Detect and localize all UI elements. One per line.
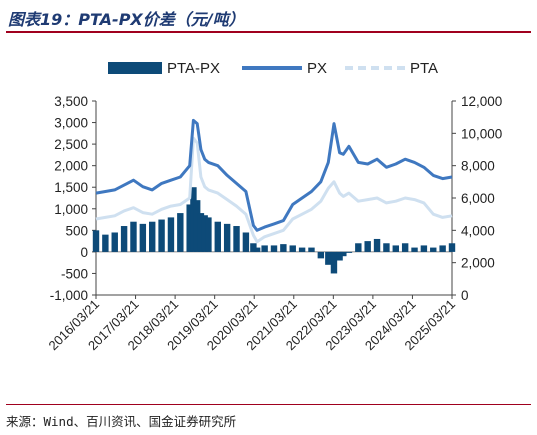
- legend-label-px: PX: [307, 59, 328, 77]
- left-tick-label: -1,000: [50, 288, 88, 303]
- left-tick-label: 1,000: [54, 202, 88, 217]
- bar-pta-px: [214, 221, 221, 252]
- bar-pta-px: [289, 245, 296, 252]
- right-tick-label: 12,000: [461, 94, 502, 109]
- bar-pta-px: [439, 245, 446, 252]
- bar-pta-px: [242, 232, 250, 252]
- bar-pta-px: [261, 245, 268, 252]
- bar-pta-px: [373, 238, 381, 252]
- bar-pta-px: [298, 247, 306, 252]
- bar-pta-px: [111, 232, 118, 252]
- legend-swatch-pta-px: [108, 62, 162, 74]
- bar-pta-px: [401, 243, 409, 252]
- chart-title: 图表19：PTA-PX价差（元/吨）: [8, 10, 245, 29]
- bar-pta-px: [336, 251, 343, 261]
- bar-pta-px: [177, 213, 184, 252]
- bar-pta-px: [355, 243, 362, 252]
- legend-swatch-px: [242, 66, 302, 70]
- bar-pta-px: [149, 221, 156, 252]
- line-px: [95, 118, 453, 232]
- left-tick-label: 3,500: [54, 94, 88, 109]
- legend-item-pta: PTA: [345, 57, 438, 79]
- left-tick-label: 2,500: [54, 137, 88, 152]
- line-pta: [95, 136, 453, 244]
- bar-pta-px: [223, 223, 231, 252]
- title-rule: [6, 31, 531, 33]
- bar-pta-px: [201, 215, 208, 252]
- source-rule: [6, 404, 531, 405]
- bar-pta-px: [205, 217, 212, 252]
- bar-pta-px: [383, 243, 390, 252]
- left-tick-label: -500: [61, 266, 88, 281]
- right-tick-label: 10,000: [461, 126, 502, 141]
- right-tick-label: 0: [461, 288, 469, 303]
- bar-pta-px: [139, 223, 147, 252]
- bar-pta-px: [250, 243, 257, 252]
- right-tick-label: 4,000: [461, 223, 495, 238]
- bar-pta-px: [411, 247, 418, 252]
- source-note: 来源：Wind、百川资讯、国金证券研究所: [6, 414, 237, 429]
- bar-pta-px: [190, 187, 197, 252]
- bar-pta-px: [233, 226, 240, 252]
- legend: PTA-PX PX PTA: [0, 57, 537, 79]
- legend-label-pta: PTA: [410, 59, 439, 77]
- left-tick-label: 500: [65, 223, 88, 238]
- bar-pta-px: [270, 245, 278, 252]
- bar-pta-px: [430, 247, 437, 252]
- right-tick-label: 2,000: [461, 256, 495, 271]
- bar-pta-px: [102, 234, 109, 252]
- bar-pta-px: [317, 251, 325, 259]
- bar-pta-px: [158, 219, 165, 252]
- bar-pta-px: [308, 247, 315, 252]
- bar-pta-px: [325, 251, 332, 265]
- left-tick-label: 1,500: [54, 180, 88, 195]
- bar-pta-px: [420, 245, 428, 252]
- bar-pta-px: [448, 243, 456, 252]
- left-tick-label: 2,000: [54, 159, 88, 174]
- legend-label-pta-px: PTA-PX: [167, 59, 221, 77]
- bar-pta-px: [253, 247, 261, 252]
- bar-pta-px: [92, 230, 100, 252]
- right-tick-label: 8,000: [461, 159, 495, 174]
- legend-item-px: PX: [242, 57, 327, 79]
- bar-pta-px: [186, 204, 193, 252]
- legend-swatch-pta: [345, 66, 405, 70]
- bar-pta-px: [330, 251, 338, 274]
- right-tick-label: 6,000: [461, 191, 495, 206]
- bar-pta-px: [340, 251, 347, 257]
- bar-pta-px: [167, 217, 175, 252]
- bar-pta-px: [130, 221, 137, 252]
- bar-pta-px: [280, 244, 287, 252]
- left-tick-label: 0: [80, 245, 88, 260]
- bar-pta-px: [197, 213, 205, 252]
- legend-item-pta-px: PTA-PX: [108, 57, 220, 79]
- left-tick-label: 3,000: [54, 116, 88, 131]
- bar-pta-px: [120, 226, 128, 252]
- bar-pta-px: [392, 245, 399, 252]
- bar-pta-px: [345, 251, 353, 253]
- bar-pta-px: [364, 241, 371, 252]
- bar-pta-px: [193, 200, 201, 252]
